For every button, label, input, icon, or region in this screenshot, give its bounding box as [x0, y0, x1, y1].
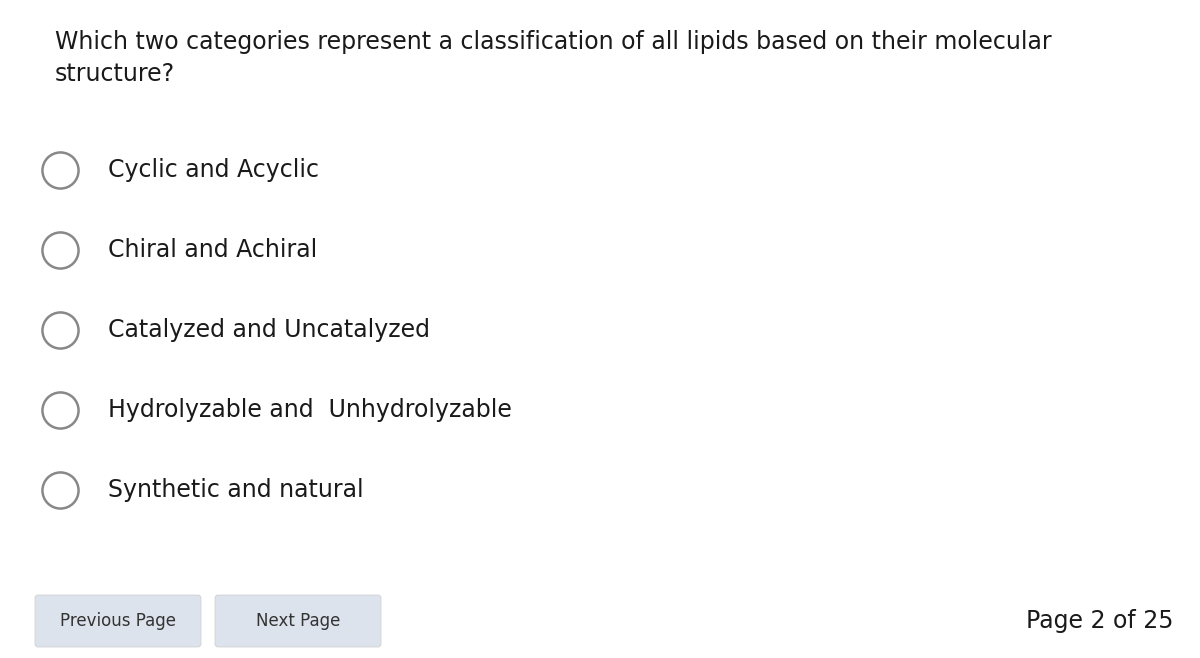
Text: Page 2 of 25: Page 2 of 25 — [1026, 609, 1174, 633]
Text: Hydrolyzable and  Unhydrolyzable: Hydrolyzable and Unhydrolyzable — [108, 398, 512, 422]
Text: structure?: structure? — [55, 62, 175, 86]
Text: Chiral and Achiral: Chiral and Achiral — [108, 238, 317, 262]
FancyBboxPatch shape — [215, 595, 382, 647]
Text: Next Page: Next Page — [256, 612, 340, 630]
Text: Which two categories represent a classification of all lipids based on their mol: Which two categories represent a classif… — [55, 30, 1051, 54]
Text: Previous Page: Previous Page — [60, 612, 176, 630]
Text: Catalyzed and Uncatalyzed: Catalyzed and Uncatalyzed — [108, 318, 430, 342]
FancyBboxPatch shape — [35, 595, 202, 647]
Text: Synthetic and natural: Synthetic and natural — [108, 478, 364, 502]
Text: Cyclic and Acyclic: Cyclic and Acyclic — [108, 158, 319, 182]
